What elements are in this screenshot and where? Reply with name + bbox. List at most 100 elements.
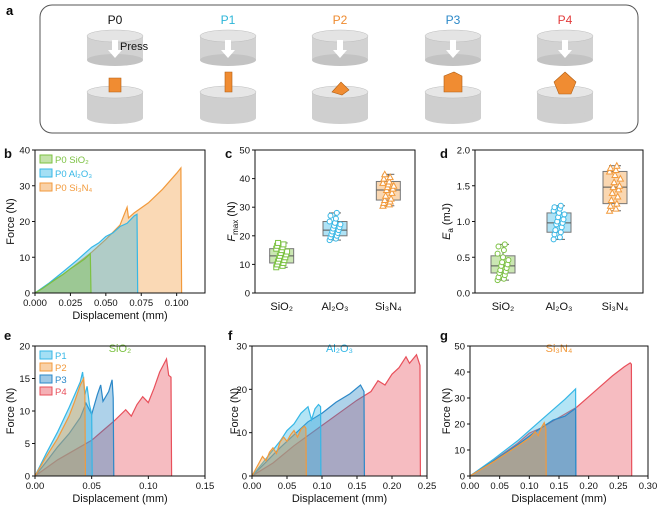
y-tick-label: 0 [25, 289, 30, 300]
x-tick-label: 0.25 [418, 481, 437, 492]
x-tick-label: 0.25 [609, 481, 628, 492]
data-point [275, 239, 282, 246]
press-label: Press [120, 41, 149, 53]
bottom-anvil-base [200, 112, 256, 124]
axes-frame [251, 345, 428, 477]
x-tick-label: 0.05 [82, 481, 101, 492]
x-tick-label: 0.15 [196, 481, 215, 492]
data-point [607, 196, 616, 204]
x-tick-label: 0.20 [383, 481, 402, 492]
data-point [556, 234, 563, 241]
y-axis-label-symbol: E [441, 232, 453, 240]
y-tick-label: 0 [242, 472, 247, 483]
bottom-anvil-base [312, 112, 368, 124]
bottom-anvil-base [537, 112, 593, 124]
x-tick-label: 0.075 [129, 298, 153, 309]
series-line [251, 403, 322, 477]
panel-label-c: c [225, 146, 232, 161]
data-point [379, 174, 388, 182]
series-line [251, 425, 307, 477]
data-point [552, 227, 559, 234]
series-line [469, 407, 577, 477]
data-point [606, 163, 615, 171]
series-area [470, 388, 576, 476]
data-point [337, 221, 344, 228]
position-label: P2 [333, 13, 348, 27]
press-p0: P0 Press [86, 13, 149, 124]
series-area [252, 385, 365, 476]
category-label: SiO₂ [492, 301, 515, 313]
series-line [34, 379, 115, 477]
data-point [557, 202, 564, 209]
legend-swatch [39, 350, 53, 360]
top-anvil-bottom [87, 54, 143, 66]
series-line [34, 376, 86, 477]
cube-icon [108, 77, 122, 93]
y-tick-label: 0 [25, 472, 30, 483]
series-line [34, 252, 92, 294]
y-tick-label: 5 [25, 439, 30, 450]
legend-swatch [39, 374, 53, 384]
legend-swatch [39, 362, 53, 372]
y-tick-label: 10 [19, 407, 30, 418]
x-tick-label: 0.025 [59, 298, 83, 309]
y-tick-label: 40 [19, 146, 30, 157]
x-tick-label: 0.05 [278, 481, 297, 492]
data-point [609, 183, 618, 191]
legend-label: P1 [55, 351, 67, 362]
legend-swatch [39, 386, 53, 396]
x-axis-label: Displacement (mm) [511, 493, 606, 505]
y-tick-label: 1.5 [457, 181, 470, 192]
chart-title: Si₃N₄ [546, 343, 573, 355]
series-area [35, 359, 172, 476]
x-axis-label: Displacement (mm) [292, 493, 387, 505]
legend-swatch [39, 168, 53, 178]
data-point [560, 216, 567, 223]
y-axis-label-unit: (N) [226, 201, 238, 219]
y-tick-label: 2.0 [457, 146, 470, 157]
y-axis-label: Ea (mJ) [441, 203, 455, 240]
data-point [500, 247, 507, 254]
x-axis-label: Displacement (mm) [72, 493, 167, 505]
press-p2: P2 [311, 13, 369, 124]
press-positions: P0 Press P1 P2 P3 P4 [86, 13, 594, 124]
position-label: P3 [446, 13, 461, 27]
data-point [557, 229, 564, 236]
y-tick-label: 20 [236, 385, 247, 396]
diagonal-cube-icon [553, 71, 577, 95]
data-point [381, 191, 390, 199]
y-tick-label: 30 [239, 203, 250, 214]
y-tick-label: 0.0 [457, 289, 470, 300]
axes-frame [474, 149, 644, 294]
x-tick-label: 0.30 [639, 481, 658, 492]
legend-label: P0 Si₃N₄ [55, 183, 92, 194]
y-tick-label: 30 [236, 342, 247, 353]
data-point [494, 250, 501, 257]
category-label: Si₃N₄ [375, 301, 402, 313]
press-p3: P3 [424, 13, 482, 124]
y-tick-label: 30 [19, 181, 30, 192]
x-tick-label: 0.10 [313, 481, 332, 492]
panel-e: e 0 5 10 15 20 0.00 0.05 0.10 0.15 Displacement (m… [4, 328, 214, 505]
tilted-block-icon [331, 81, 350, 96]
data-point [386, 173, 394, 181]
data-point [280, 241, 287, 248]
press-p1: P1 [199, 13, 257, 124]
y-axis-label-subscript: a [446, 228, 455, 233]
y-tick-label: 40 [239, 174, 250, 185]
data-point [387, 194, 395, 202]
series-line [251, 353, 421, 477]
legend-label: P0 SiO₂ [55, 155, 89, 166]
panel-label-e: e [4, 328, 11, 343]
upright-plate-icon [224, 71, 233, 93]
y-tick-label: 0 [460, 472, 465, 483]
data-point [389, 181, 398, 189]
y-tick-label: 1.0 [457, 217, 470, 228]
data-point [608, 188, 617, 196]
data-point [505, 257, 512, 264]
data-point [612, 199, 621, 207]
series-line [34, 371, 93, 477]
y-axis-label-symbol: F [226, 234, 238, 242]
